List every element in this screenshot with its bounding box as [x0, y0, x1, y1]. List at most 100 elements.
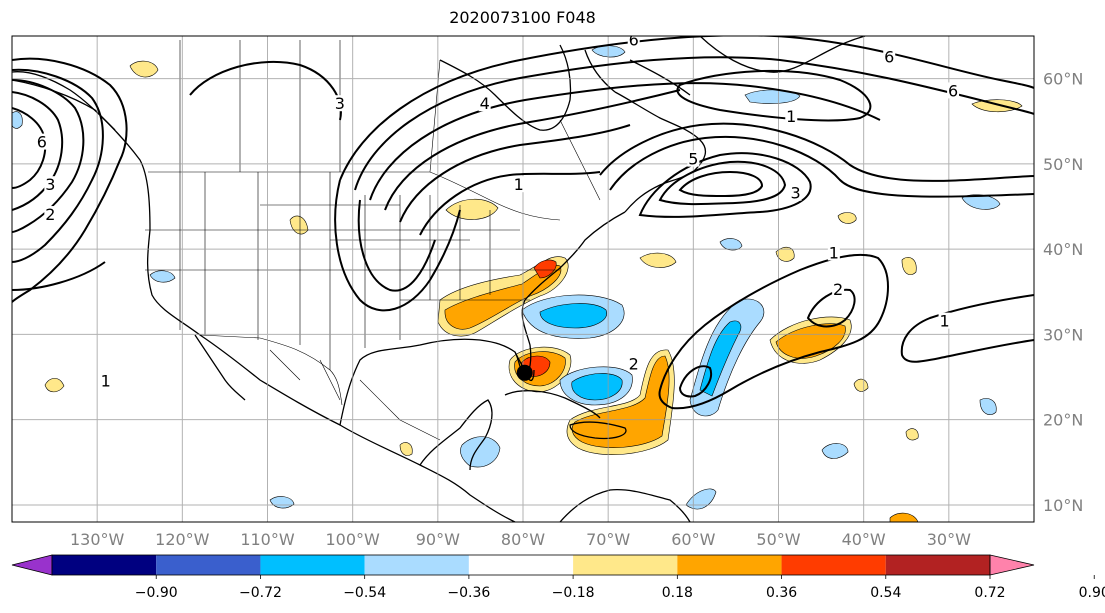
- contour-label: 1: [101, 371, 111, 390]
- contour-pacific-low-1: [12, 57, 128, 303]
- negative-anomaly-bahamas-core: [571, 373, 623, 401]
- contour-northern-4: [384, 89, 681, 211]
- contour-label: 2: [629, 354, 639, 373]
- contour-northern-5: [399, 124, 631, 223]
- positive-anomaly-caribbean-core: [571, 355, 670, 448]
- borders-mexico-states: [269, 349, 441, 441]
- contour-pacific-low-3: [12, 79, 85, 233]
- storm-center-marker: [516, 364, 533, 381]
- contour-label-background: [512, 176, 525, 193]
- negative-anomaly-small-3: [979, 398, 997, 415]
- coastline-south-america: [559, 489, 691, 522]
- colorbar-tick-label: −0.54: [343, 585, 386, 601]
- positive-anomaly-carolina: [533, 259, 557, 279]
- lon-tick-label: 120°W: [155, 530, 210, 549]
- contour-label: 1: [514, 175, 524, 194]
- lon-tick-label: 100°W: [325, 530, 380, 549]
- contour-labels: 1 1 1 1 1 2 2 2 3 3 4 6 6 6 6 5 3: [35, 36, 960, 390]
- colorbar-segment: [781, 555, 886, 575]
- contour-label-background: [99, 372, 112, 389]
- contour-label: 1: [939, 312, 949, 331]
- colorbar-tick-label: −0.90: [135, 585, 178, 601]
- contour-label-background: [627, 355, 640, 372]
- lat-tick-label: 10°N: [1043, 496, 1083, 515]
- contour-label: 3: [45, 175, 55, 194]
- contour-label: 3: [335, 94, 345, 113]
- contour-label: 5: [688, 150, 698, 169]
- negative-anomaly-small-2: [961, 194, 1001, 210]
- contour-maritime-low-1: [638, 152, 812, 218]
- positive-anomaly-southeast-core: [444, 264, 562, 330]
- contour-label-background: [627, 36, 640, 48]
- coastline-hispaniola: [569, 421, 627, 440]
- contour-maritime-low-3: [678, 170, 764, 198]
- positive-anomaly-small-13: [889, 512, 919, 522]
- colorbar-tick-label: −0.72: [239, 585, 282, 601]
- border-us-canada: [148, 171, 561, 221]
- contour-atlantic-trough-1: [658, 253, 889, 410]
- negative-anomaly-small-4: [821, 443, 849, 459]
- contour-northern-3: [369, 82, 881, 201]
- colorbar-segment: [573, 555, 678, 575]
- negative-anomaly-small-9: [12, 111, 23, 129]
- contour-label-background: [832, 281, 845, 298]
- contour-north-atlantic-high: [676, 69, 872, 122]
- contour-atlantic-trough-3: [678, 365, 712, 398]
- colorbar-segment: [677, 555, 782, 575]
- lon-tick-label: 60°W: [671, 530, 715, 549]
- colorbar-frame: [51, 554, 991, 576]
- colorbar-segment: [52, 555, 157, 575]
- colorbar-segment: [885, 555, 990, 575]
- negative-anomaly-small-7: [149, 270, 176, 283]
- positive-anomaly-small-7: [837, 212, 857, 224]
- map-title: 2020073100 F048: [449, 8, 596, 27]
- contour-atlantic-trough-2: [806, 288, 856, 328]
- lon-tick-label: 40°W: [842, 530, 886, 549]
- contour-label-background: [883, 48, 896, 65]
- contour-trough-1: [334, 179, 461, 312]
- lat-tick-label: 20°N: [1043, 411, 1083, 430]
- contour-maritime-ring: [599, 122, 1034, 182]
- coastline-yucatan: [419, 399, 493, 471]
- contour-label: 1: [829, 243, 839, 262]
- contour-maritime-low-2: [658, 160, 787, 206]
- contour-label-background: [827, 244, 840, 261]
- colorbar-tick-label: 0.90: [1079, 585, 1105, 601]
- latitude-tick-labels: 10°N 20°N 30°N 40°N 50°N 60°N: [1043, 70, 1083, 515]
- contour-label: 3: [790, 184, 800, 203]
- positive-anomaly-small-11: [399, 442, 413, 456]
- contour-label-background: [947, 82, 960, 99]
- lon-tick-label: 80°W: [501, 530, 545, 549]
- colorbar-tick-label: 0.54: [870, 585, 901, 601]
- contour-far-west: [12, 261, 106, 291]
- map-frame: [11, 35, 1035, 523]
- lat-tick-label: 60°N: [1043, 70, 1083, 89]
- contour-trough-2: [357, 199, 436, 292]
- coastline-alaska: [12, 71, 116, 131]
- contour-maritime-ring-2: [609, 136, 1034, 198]
- map-panel: 1 1 1 1 1 2 2 2 3 3 4 6 6 6 6 5 3: [11, 35, 1035, 523]
- coastline-cuba: [504, 390, 601, 419]
- lon-tick-label: 30°W: [927, 530, 971, 549]
- contour-lines: [12, 36, 1034, 410]
- contour-label: 6: [37, 133, 47, 152]
- colorbar-segment: [468, 555, 574, 575]
- colorbar-extend-max: [989, 554, 1035, 576]
- positive-anomaly-small-10: [905, 428, 919, 441]
- lon-tick-label: 110°W: [240, 530, 295, 549]
- longitude-tick-labels: 130°W 120°W 110°W 100°W 90°W 80°W 70°W 60°W 50°W…: [70, 530, 971, 549]
- positive-anomaly-small-8: [44, 378, 65, 393]
- contour-label-background: [687, 150, 700, 167]
- positive-anomaly-small-4: [639, 252, 677, 268]
- positive-anomaly-small-9: [853, 378, 869, 392]
- contour-northern-1: [339, 36, 1034, 181]
- contour-upper-midwest: [419, 171, 601, 236]
- positive-anomaly-small-5: [971, 99, 1023, 113]
- contour-pacific-low-5: [12, 107, 47, 189]
- coastline-baja: [194, 334, 246, 401]
- colorbar-tick-label: −0.18: [552, 585, 595, 601]
- contour-label-background: [44, 206, 57, 223]
- contour-label-background: [44, 176, 57, 193]
- gridlines: [12, 36, 1034, 522]
